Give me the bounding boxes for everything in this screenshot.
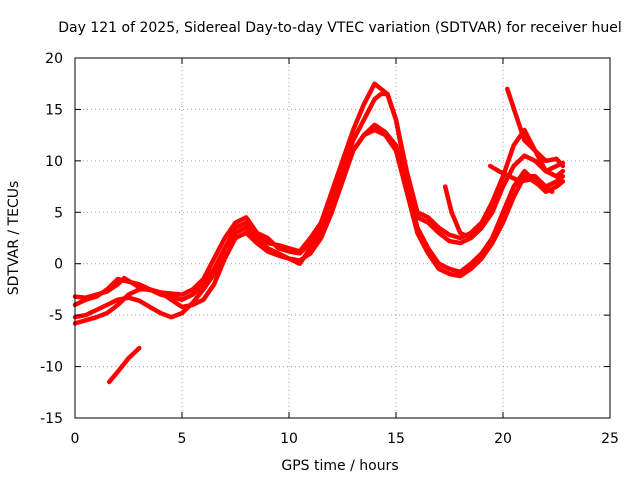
x-tick-label: 15 xyxy=(387,431,405,447)
y-tick-label: 20 xyxy=(45,51,63,67)
x-tick-labels: 0 5 10 15 20 25 xyxy=(71,431,619,447)
y-tick-label: 5 xyxy=(54,205,63,221)
y-tick-label: 15 xyxy=(45,102,63,118)
y-tick-label: 10 xyxy=(45,154,63,170)
series-track-1 xyxy=(72,81,566,300)
series-track-2 xyxy=(72,91,566,308)
series-group xyxy=(72,81,566,385)
y-tick-label: -15 xyxy=(40,411,63,427)
y-tick-label: 0 xyxy=(54,257,63,273)
chart-title: Day 121 of 2025, Sidereal Day-to-day VTE… xyxy=(58,20,621,36)
series-track-8 xyxy=(487,163,555,194)
x-axis-label: GPS time / hours xyxy=(281,458,398,474)
series-track-7 xyxy=(505,86,566,169)
x-tick-label: 10 xyxy=(280,431,298,447)
y-tick-label: -5 xyxy=(49,308,63,324)
x-tick-label: 20 xyxy=(494,431,512,447)
grid xyxy=(75,58,610,418)
y-axis-label: SDTVAR / TECUs xyxy=(6,181,22,296)
x-tick-label: 5 xyxy=(178,431,187,447)
series-track-4 xyxy=(72,122,566,326)
ticks xyxy=(74,57,611,419)
x-tick-label: 25 xyxy=(601,431,619,447)
x-tick-label: 0 xyxy=(71,431,80,447)
series-track-6 xyxy=(442,184,495,241)
y-tick-labels: -15 -10 -5 0 5 10 15 20 xyxy=(40,51,63,427)
plot-frame xyxy=(74,57,611,419)
series-track-5 xyxy=(106,345,142,385)
y-tick-label: -10 xyxy=(40,360,63,376)
